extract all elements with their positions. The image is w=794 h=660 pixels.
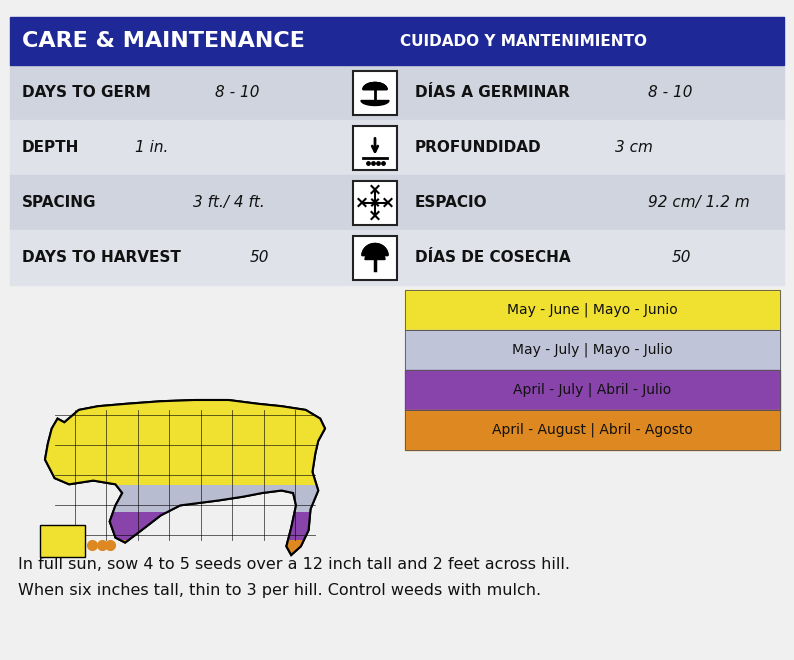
Bar <box>35 524 335 560</box>
Text: CUIDADO Y MANTENIMIENTO: CUIDADO Y MANTENIMIENTO <box>400 34 647 48</box>
Bar <box>405 330 780 370</box>
Text: DÍAS DE COSECHA: DÍAS DE COSECHA <box>415 250 571 265</box>
Text: May - July | Mayo - Julio: May - July | Mayo - Julio <box>512 343 673 357</box>
Text: April - July | Abril - Julio: April - July | Abril - Julio <box>514 383 672 397</box>
Bar <box>405 290 780 330</box>
Text: 50: 50 <box>250 250 269 265</box>
Text: 3 cm: 3 cm <box>615 140 653 155</box>
Text: May - June | Mayo - Junio: May - June | Mayo - Junio <box>507 303 678 317</box>
Bar <box>405 370 780 410</box>
Text: CARE & MAINTENANCE: CARE & MAINTENANCE <box>22 31 305 51</box>
Bar <box>10 17 784 65</box>
Text: ESPACIO: ESPACIO <box>415 195 488 210</box>
Text: 8 - 10: 8 - 10 <box>648 85 692 100</box>
Bar <box>10 120 784 175</box>
Bar <box>10 230 784 285</box>
Polygon shape <box>363 82 387 90</box>
Polygon shape <box>362 244 388 255</box>
Polygon shape <box>363 82 387 90</box>
Bar <box>40 525 85 557</box>
Bar <box>405 410 780 450</box>
Bar <box>35 395 335 485</box>
Bar <box>35 462 335 512</box>
Polygon shape <box>365 251 385 259</box>
Text: 8 - 10: 8 - 10 <box>215 85 260 100</box>
Text: DEPTH: DEPTH <box>22 140 79 155</box>
Bar <box>353 180 397 224</box>
Text: April - August | Abril - Agosto: April - August | Abril - Agosto <box>492 423 693 437</box>
Bar <box>353 125 397 170</box>
Text: SPACING: SPACING <box>22 195 97 210</box>
Bar <box>35 490 335 539</box>
Text: DAYS TO GERM: DAYS TO GERM <box>22 85 151 100</box>
Polygon shape <box>362 244 388 255</box>
Bar <box>405 290 780 330</box>
Bar <box>353 236 397 279</box>
Bar <box>10 175 784 230</box>
Text: 3 ft./ 4 ft.: 3 ft./ 4 ft. <box>193 195 264 210</box>
Bar <box>405 370 780 410</box>
Text: When six inches tall, thin to 3 per hill. Control weeds with mulch.: When six inches tall, thin to 3 per hill… <box>18 583 542 598</box>
Bar <box>405 410 780 450</box>
Polygon shape <box>45 400 325 555</box>
Bar <box>405 330 780 370</box>
Text: DÍAS A GERMINAR: DÍAS A GERMINAR <box>415 85 570 100</box>
Polygon shape <box>363 82 387 90</box>
Text: In full sun, sow 4 to 5 seeds over a 12 inch tall and 2 feet across hill.: In full sun, sow 4 to 5 seeds over a 12 … <box>18 557 570 572</box>
Text: PROFUNDIDAD: PROFUNDIDAD <box>415 140 542 155</box>
Polygon shape <box>361 100 389 106</box>
Text: 92 cm/ 1.2 m: 92 cm/ 1.2 m <box>648 195 750 210</box>
Text: 50: 50 <box>672 250 692 265</box>
Text: 1 in.: 1 in. <box>135 140 168 155</box>
Text: DAYS TO HARVEST: DAYS TO HARVEST <box>22 250 181 265</box>
Bar <box>10 65 784 120</box>
Bar <box>353 71 397 114</box>
